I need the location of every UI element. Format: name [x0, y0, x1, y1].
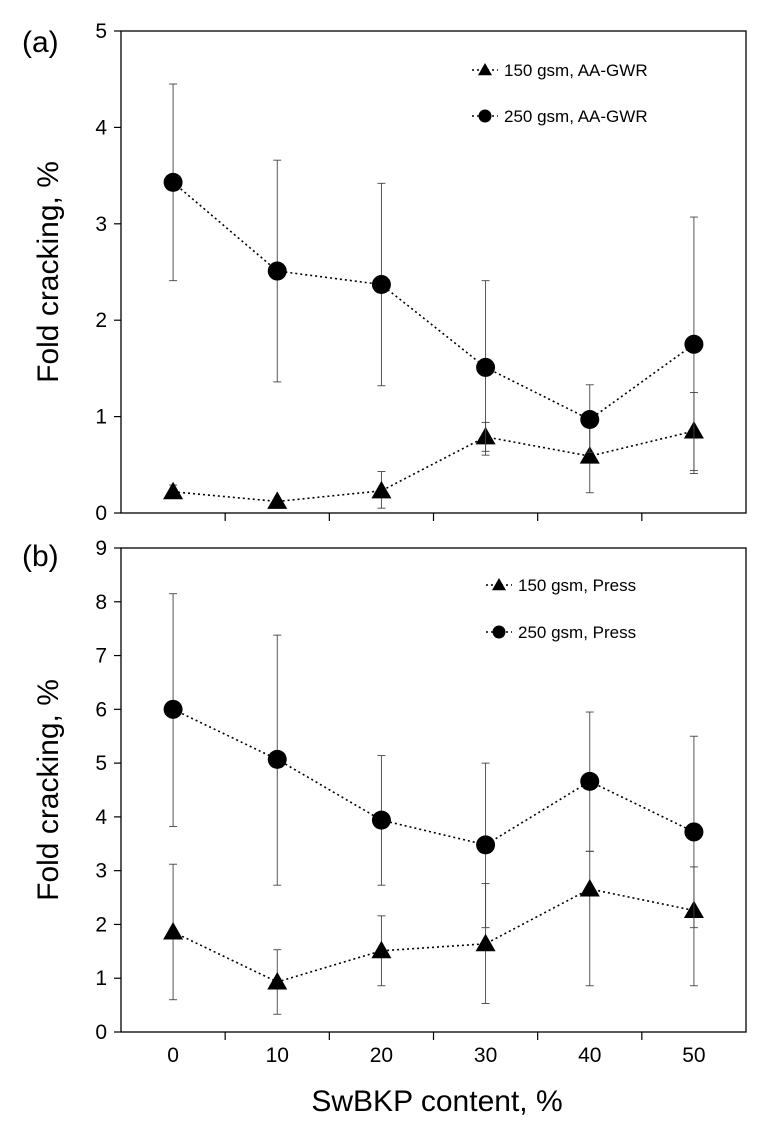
x-axis-title: SwBKP content, % — [311, 1085, 562, 1118]
series-250gsm-point — [267, 749, 287, 769]
legend-label: 250 gsm, Press — [518, 623, 636, 642]
series-150gsm-line — [172, 888, 695, 983]
series-150gsm-point — [163, 921, 184, 940]
y-tick-label: 3 — [95, 213, 107, 236]
panel-a: 0 1 2 3 4 5 Fold cracking, % (a) 150 gsm, AA-GWR… — [22, 20, 747, 525]
y-tick-label: 1 — [95, 406, 107, 429]
y-axis-title: Fold cracking, % — [32, 161, 65, 383]
series-150gsm-line — [173, 430, 695, 503]
series-150gsm-point — [267, 491, 288, 509]
y-tick-label: 4 — [95, 116, 107, 139]
panel-b: 0 1 2 3 4 5 6 7 8 9 0 10 20 30 40 50 Fold cracking, % (b)… — [22, 537, 747, 1067]
legend-marker — [478, 63, 492, 76]
series-250gsm-point — [580, 771, 600, 791]
y-tick-label: 2 — [95, 309, 107, 332]
panel-label: (a) — [22, 26, 59, 59]
series-150gsm-point — [163, 481, 184, 500]
plot-frame — [120, 547, 747, 1033]
series-150gsm-point — [371, 940, 392, 959]
y-tick-label: 2 — [95, 913, 107, 936]
series-250gsm-point — [476, 357, 496, 377]
series-250gsm-point — [684, 822, 704, 842]
x-tick-label: 50 — [682, 1044, 705, 1067]
y-tick-label: 0 — [95, 1021, 107, 1044]
legend-label: 150 gsm, AA-GWR — [504, 61, 648, 80]
legend-label: 250 gsm, AA-GWR — [504, 107, 648, 126]
x-tick-label: 20 — [370, 1044, 393, 1067]
series-150gsm-point — [579, 446, 600, 464]
y-tick-label: 3 — [95, 860, 107, 883]
y-tick-label: 4 — [95, 806, 107, 829]
y-tick-label: 1 — [95, 967, 107, 990]
y-tick-label: 6 — [95, 698, 107, 721]
x-tick-label: 10 — [266, 1044, 289, 1067]
series-250gsm-point — [684, 334, 704, 354]
y-tick-label: 9 — [95, 537, 107, 560]
series-250gsm-point — [163, 172, 183, 192]
series-250gsm-point — [476, 835, 496, 855]
series-250gsm-point — [580, 409, 600, 429]
legend-marker — [492, 625, 506, 639]
series-150gsm-point — [371, 480, 392, 499]
y-tick-label: 8 — [95, 591, 107, 614]
legend-marker — [478, 109, 492, 123]
y-tick-label: 7 — [95, 645, 107, 668]
x-tick-label: 30 — [474, 1044, 497, 1067]
series-150gsm-point — [475, 933, 496, 952]
series-150gsm-point — [579, 878, 600, 897]
x-tick-label: 0 — [167, 1044, 179, 1067]
series-250gsm-point — [267, 261, 287, 281]
x-tick-label: 40 — [578, 1044, 601, 1067]
series-250gsm-line — [172, 181, 695, 421]
y-tick-label: 5 — [95, 20, 107, 43]
y-tick-label: 0 — [95, 502, 107, 525]
series-250gsm-point — [371, 810, 391, 830]
legend-label: 150 gsm, Press — [518, 576, 636, 595]
series-250gsm-line — [172, 708, 695, 846]
series-150gsm-point — [267, 971, 288, 990]
series-250gsm-point — [371, 275, 391, 295]
legend-marker — [492, 578, 506, 591]
y-axis-title: Fold cracking, % — [32, 679, 65, 901]
series-250gsm-point — [163, 699, 183, 719]
y-tick-label: 5 — [95, 752, 107, 775]
panel-label: (b) — [22, 540, 59, 573]
